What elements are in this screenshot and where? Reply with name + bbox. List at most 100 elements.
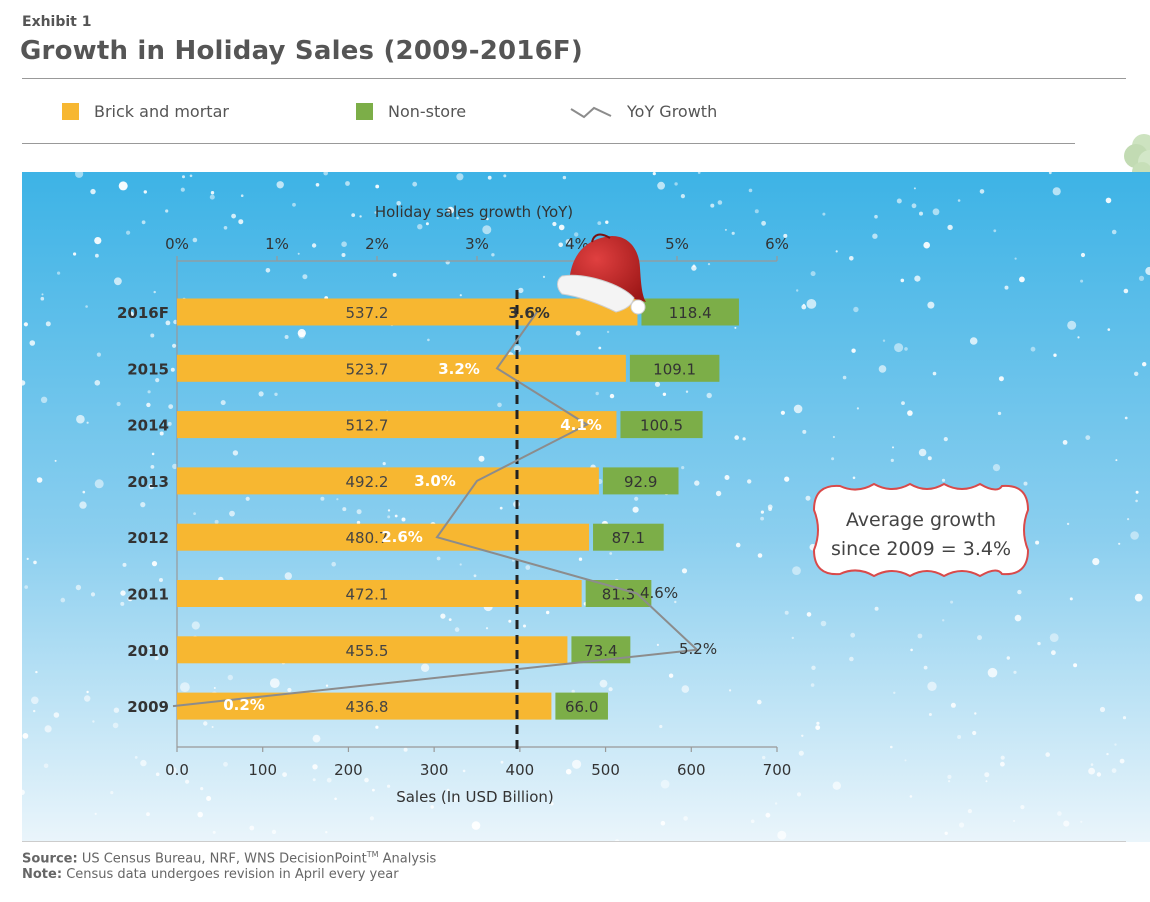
snowflake (1123, 288, 1129, 294)
snowflake (780, 410, 786, 415)
snowflake (683, 816, 688, 821)
snowflake (57, 271, 61, 275)
snowflake (118, 181, 128, 191)
snowflake (784, 476, 790, 482)
snowflake (356, 509, 362, 515)
snowflake (735, 542, 741, 548)
legend-brick: Brick and mortar (62, 102, 229, 121)
snowflake (276, 181, 284, 189)
yoy-data-label: 4.1% (560, 416, 602, 434)
snowflake (707, 263, 711, 266)
snowflake (1066, 522, 1070, 526)
chart-panel: Holiday sales growth (YoY) 0% 1% 2% 3% 4% 5% 6… (22, 172, 1150, 842)
snowflake (724, 475, 730, 480)
snowflake (1000, 761, 1005, 767)
snowflake (608, 687, 613, 692)
snowflake (192, 237, 198, 243)
snowflake (33, 709, 36, 713)
snowflake (1080, 252, 1086, 258)
snowflake (729, 689, 732, 692)
snowflake (159, 431, 164, 436)
snowflake (200, 787, 204, 791)
snowflake (681, 466, 685, 470)
snowflake (872, 233, 878, 239)
snowflake (168, 404, 174, 409)
snowflake (112, 722, 119, 729)
snowflake (692, 264, 696, 268)
bar-nonstore (641, 298, 739, 326)
snowflake (852, 476, 856, 480)
snowflake (113, 707, 120, 713)
snowflake (193, 512, 197, 515)
bottom-axis-tick-label: 0.0 (165, 761, 189, 779)
snowflake (777, 830, 787, 840)
snowflake (928, 713, 932, 716)
snowflake (249, 825, 255, 831)
note-line: Note: Census data undergoes revision in … (22, 867, 399, 882)
snowflake (1134, 593, 1143, 602)
snowflake (542, 275, 546, 278)
snowflake (668, 673, 674, 678)
snowflake (325, 831, 328, 834)
snowflake (796, 792, 802, 797)
snowflake (436, 556, 441, 561)
snowflake (274, 392, 278, 396)
bar-nonstore (629, 354, 720, 382)
snowflake (874, 606, 879, 611)
snowflake (292, 202, 296, 207)
bar-nonstore (593, 523, 664, 551)
snowflake (1124, 416, 1128, 420)
snowflake (334, 797, 337, 801)
snowflake (182, 175, 185, 179)
snowflake (943, 437, 948, 442)
snowflake (801, 304, 807, 310)
category-label: 2014 (127, 417, 169, 435)
bar-nonstore (620, 411, 703, 439)
snowflake (632, 506, 639, 513)
snowflake (674, 600, 677, 604)
snowflake (90, 188, 96, 195)
snowflake (134, 756, 138, 759)
snowflake (680, 194, 686, 199)
snowflake (717, 200, 723, 205)
snowflake (685, 390, 689, 393)
snowflake (550, 802, 554, 806)
snowflake (82, 490, 86, 494)
snowflake (768, 507, 772, 511)
snowflake (656, 643, 660, 646)
snowflake (297, 252, 300, 255)
snowflake (1073, 663, 1078, 668)
snowflake (76, 414, 85, 424)
snowflake (478, 455, 485, 462)
snow-layer (22, 172, 1150, 842)
bar-nonstore-label: 73.4 (584, 642, 617, 660)
snowflake (985, 780, 988, 783)
snowflake (904, 759, 907, 762)
snowflake (503, 174, 507, 178)
snowflake (94, 237, 102, 245)
snowflake (210, 191, 215, 195)
snowflake (796, 289, 799, 292)
snowflake (325, 684, 329, 687)
snowflake (1134, 371, 1139, 376)
category-label: 2009 (127, 698, 169, 716)
snowflake (23, 322, 28, 327)
bottom-axis-tick-label: 700 (763, 761, 792, 779)
snowflake (148, 647, 151, 650)
snowflake (957, 199, 961, 202)
snowflake (1118, 542, 1121, 545)
snowflake (890, 745, 893, 749)
snowflake (774, 802, 778, 805)
snowflake (147, 390, 151, 394)
snowflake (793, 404, 803, 414)
snowflake (1014, 614, 1022, 622)
snowflake (312, 734, 321, 743)
snowflake (1135, 490, 1139, 494)
snowflake (315, 183, 320, 187)
snowflake (724, 228, 727, 231)
snowflake (831, 457, 835, 461)
snowflake (1006, 656, 1010, 660)
category-label: 2015 (127, 360, 169, 378)
snowflake (1013, 819, 1016, 823)
snowflake (757, 699, 762, 705)
